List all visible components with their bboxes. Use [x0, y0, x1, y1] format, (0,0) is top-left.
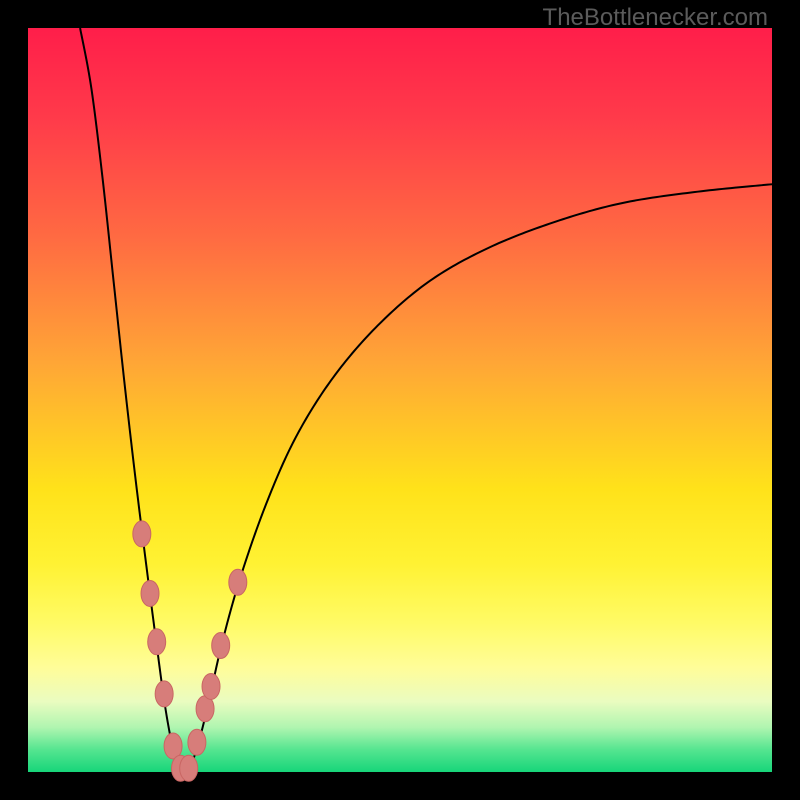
marker-point [141, 580, 159, 606]
marker-point [229, 569, 247, 595]
marker-group [133, 521, 247, 781]
marker-point [148, 629, 166, 655]
marker-point [155, 681, 173, 707]
marker-point [188, 729, 206, 755]
marker-point [212, 633, 230, 659]
chart-overlay [28, 28, 772, 772]
marker-point [133, 521, 151, 547]
marker-point [180, 755, 198, 781]
marker-point [202, 673, 220, 699]
chart-frame: TheBottlenecker.com [0, 0, 800, 800]
plot-area [28, 28, 772, 772]
bottleneck-curve [80, 28, 772, 772]
watermark-text: TheBottlenecker.com [543, 4, 768, 32]
